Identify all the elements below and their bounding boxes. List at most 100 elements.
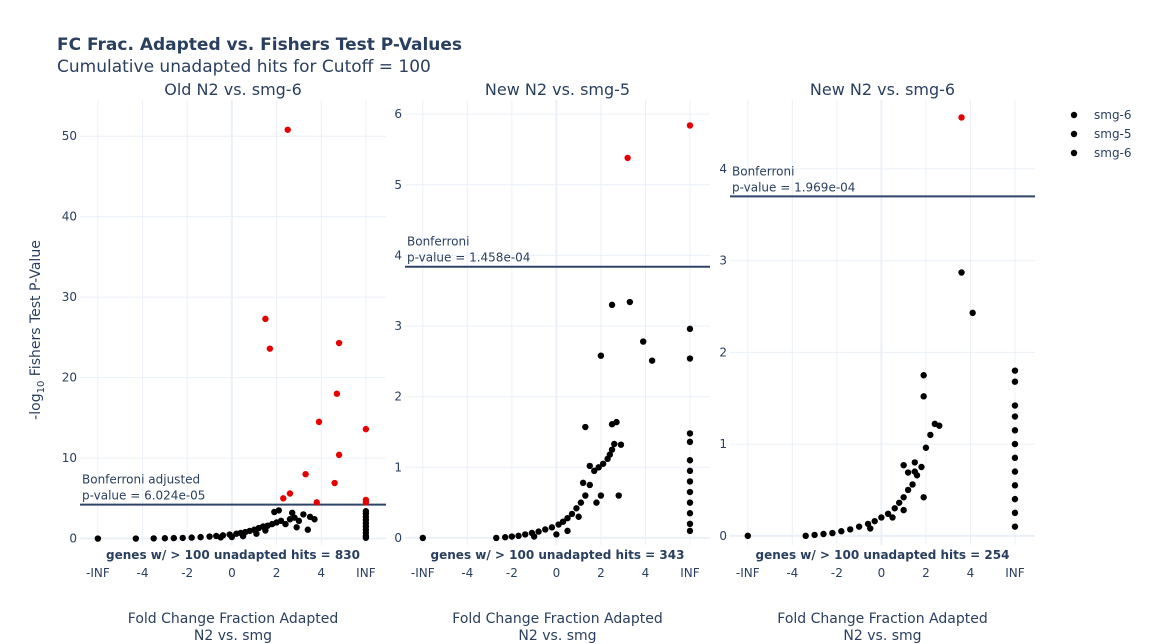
data-point[interactable] <box>564 514 571 522</box>
legend-label[interactable]: smg-6 <box>1094 108 1132 122</box>
data-point[interactable] <box>686 457 694 464</box>
legend-marker[interactable] <box>1070 111 1078 119</box>
data-point[interactable] <box>686 355 694 362</box>
significant-data-point[interactable] <box>262 315 269 323</box>
data-point[interactable] <box>909 481 916 488</box>
data-point[interactable] <box>132 535 140 542</box>
data-point[interactable] <box>686 527 694 535</box>
data-point[interactable] <box>94 535 102 542</box>
legend-marker[interactable] <box>1070 149 1078 157</box>
data-point[interactable] <box>922 444 930 451</box>
significant-data-point[interactable] <box>333 390 341 397</box>
data-point[interactable] <box>362 508 370 515</box>
data-point[interactable] <box>593 499 600 506</box>
data-point[interactable] <box>311 516 318 523</box>
data-point[interactable] <box>282 520 289 528</box>
data-point[interactable] <box>419 534 427 542</box>
data-point[interactable] <box>291 514 298 521</box>
data-point[interactable] <box>579 479 587 487</box>
data-point[interactable] <box>686 438 694 446</box>
legend-label[interactable]: smg-5 <box>1094 127 1132 141</box>
data-point[interactable] <box>608 301 616 309</box>
data-point[interactable] <box>802 532 809 540</box>
data-point[interactable] <box>573 505 580 512</box>
data-point[interactable] <box>686 499 694 506</box>
data-point[interactable] <box>288 509 296 517</box>
data-point[interactable] <box>611 440 618 448</box>
data-point[interactable] <box>889 514 896 521</box>
data-point[interactable] <box>686 325 694 333</box>
data-point[interactable] <box>1011 378 1019 385</box>
data-point[interactable] <box>493 534 500 542</box>
data-point[interactable] <box>277 517 285 525</box>
data-point[interactable] <box>686 467 694 475</box>
legend[interactable]: smg-6 smg-5 smg-6 <box>1070 108 1132 160</box>
data-point[interactable] <box>275 507 282 514</box>
significant-data-point[interactable] <box>280 495 287 502</box>
data-point[interactable] <box>686 520 694 528</box>
data-point[interactable] <box>568 510 576 518</box>
data-point[interactable] <box>838 528 845 535</box>
data-point[interactable] <box>530 533 538 540</box>
data-point[interactable] <box>895 499 903 506</box>
data-point[interactable] <box>911 468 918 475</box>
significant-data-point[interactable] <box>315 418 323 426</box>
data-point[interactable] <box>253 530 260 537</box>
significant-data-point[interactable] <box>284 126 291 133</box>
data-point[interactable] <box>686 488 694 496</box>
significant-data-point[interactable] <box>331 479 338 487</box>
data-point[interactable] <box>586 462 593 470</box>
data-point[interactable] <box>871 517 878 525</box>
data-point[interactable] <box>626 298 634 306</box>
data-point[interactable] <box>904 486 912 494</box>
data-point[interactable] <box>617 441 625 448</box>
data-point[interactable] <box>920 393 927 400</box>
data-point[interactable] <box>239 532 247 540</box>
data-point[interactable] <box>197 533 204 541</box>
data-point[interactable] <box>855 523 863 530</box>
data-point[interactable] <box>927 431 934 439</box>
data-point[interactable] <box>535 528 542 535</box>
data-point[interactable] <box>904 469 912 476</box>
data-point[interactable] <box>613 418 620 426</box>
data-point[interactable] <box>686 478 694 485</box>
significant-data-point[interactable] <box>313 499 320 506</box>
data-point[interactable] <box>969 309 976 317</box>
data-point[interactable] <box>582 423 589 431</box>
data-point[interactable] <box>179 534 186 542</box>
data-point[interactable] <box>553 531 560 538</box>
data-point[interactable] <box>648 357 656 364</box>
data-point[interactable] <box>911 459 918 466</box>
data-point[interactable] <box>501 534 509 541</box>
data-point[interactable] <box>811 531 818 539</box>
data-point[interactable] <box>640 338 647 345</box>
data-point[interactable] <box>900 461 907 469</box>
data-point[interactable] <box>1011 454 1019 462</box>
data-point[interactable] <box>300 511 307 518</box>
data-point[interactable] <box>582 492 589 499</box>
data-point[interactable] <box>891 505 898 512</box>
data-point[interactable] <box>170 534 178 542</box>
data-point[interactable] <box>262 527 269 534</box>
data-point[interactable] <box>878 514 885 521</box>
significant-data-point[interactable] <box>362 425 370 433</box>
data-point[interactable] <box>150 535 157 542</box>
data-point[interactable] <box>304 526 312 533</box>
data-point[interactable] <box>293 524 300 531</box>
data-point[interactable] <box>1011 402 1019 409</box>
data-point[interactable] <box>597 492 605 499</box>
significant-data-point[interactable] <box>335 339 343 347</box>
data-point[interactable] <box>1011 482 1019 489</box>
data-point[interactable] <box>161 535 169 542</box>
data-point[interactable] <box>829 529 836 537</box>
data-point[interactable] <box>597 352 605 359</box>
data-point[interactable] <box>1011 367 1019 374</box>
data-point[interactable] <box>867 525 874 532</box>
data-point[interactable] <box>559 518 567 525</box>
data-point[interactable] <box>900 494 907 501</box>
data-point[interactable] <box>548 524 556 531</box>
significant-data-point[interactable] <box>624 154 631 162</box>
data-point[interactable] <box>958 269 965 276</box>
significant-data-point[interactable] <box>362 499 370 506</box>
data-point[interactable] <box>900 506 907 514</box>
